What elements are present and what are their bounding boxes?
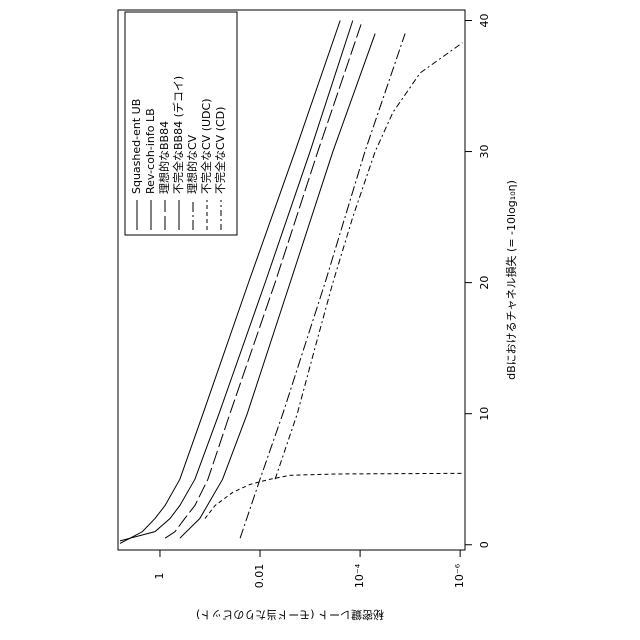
y-tick-label: 1 bbox=[153, 573, 166, 580]
legend-label: 理想的なBB84 bbox=[157, 121, 171, 194]
y-tick-label: 0.01 bbox=[253, 564, 266, 589]
legend-label: 不完全なCV (UDC) bbox=[199, 99, 213, 195]
legend-label: Squashed-ent UB bbox=[130, 99, 143, 194]
legend-label: 不完全なCV (CD) bbox=[213, 107, 227, 194]
legend-label: Rev-coh-info LB bbox=[144, 108, 157, 194]
series-line bbox=[205, 473, 462, 518]
legend-label: 不完全なBB84 (デコイ) bbox=[171, 76, 185, 194]
x-tick-label: 0 bbox=[478, 541, 491, 548]
y-tick-label: 10⁻⁴ bbox=[353, 563, 366, 588]
legend-label: 理想的なCV bbox=[185, 134, 199, 194]
x-axis-title: dBにおけるチャネル損失 (= -10log₁₀η) bbox=[504, 180, 518, 380]
x-tick-label: 20 bbox=[478, 276, 491, 290]
x-tick-label: 30 bbox=[478, 145, 491, 159]
chart: dBにおけるチャネル損失 (= -10log₁₀η) 秘密鍵レート (モード当た… bbox=[0, 0, 640, 640]
y-axis-title: 秘密鍵レート (モード当たりのビット) bbox=[196, 608, 384, 622]
series-line bbox=[275, 43, 462, 479]
x-tick-label: 10 bbox=[478, 407, 491, 421]
series-line bbox=[240, 34, 405, 539]
y-tick-label: 10⁻⁶ bbox=[453, 563, 466, 588]
x-tick-label: 40 bbox=[478, 13, 491, 27]
